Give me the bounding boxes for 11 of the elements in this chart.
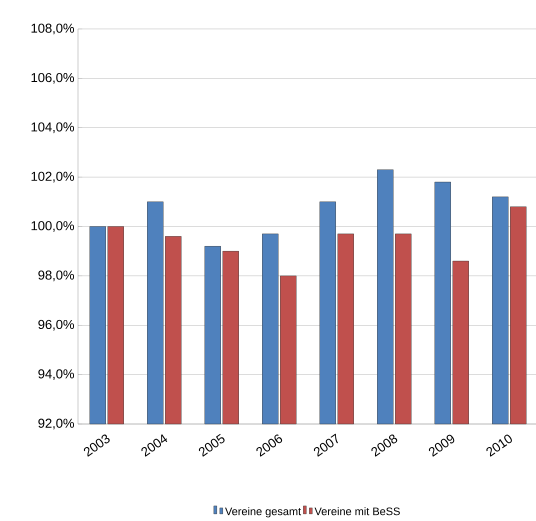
legend-label: Vereine gesamt (225, 507, 302, 518)
y-tick-label: 94,0% (38, 369, 74, 380)
y-tick-label: 102,0% (32, 172, 74, 182)
y-tick-label: 92,0% (38, 418, 74, 430)
legend-label: Vereine mit BeSS (314, 507, 400, 516)
y-tick-label: 98,0% (38, 270, 74, 282)
y-tick-label: 108,0% (32, 24, 74, 34)
y-tick-label: 100,0% (32, 221, 74, 232)
y-tick-label: 106,0% (32, 72, 74, 84)
y-tick-label: 104,0% (32, 122, 74, 134)
y-tick-label: 96,0% (38, 320, 74, 331)
